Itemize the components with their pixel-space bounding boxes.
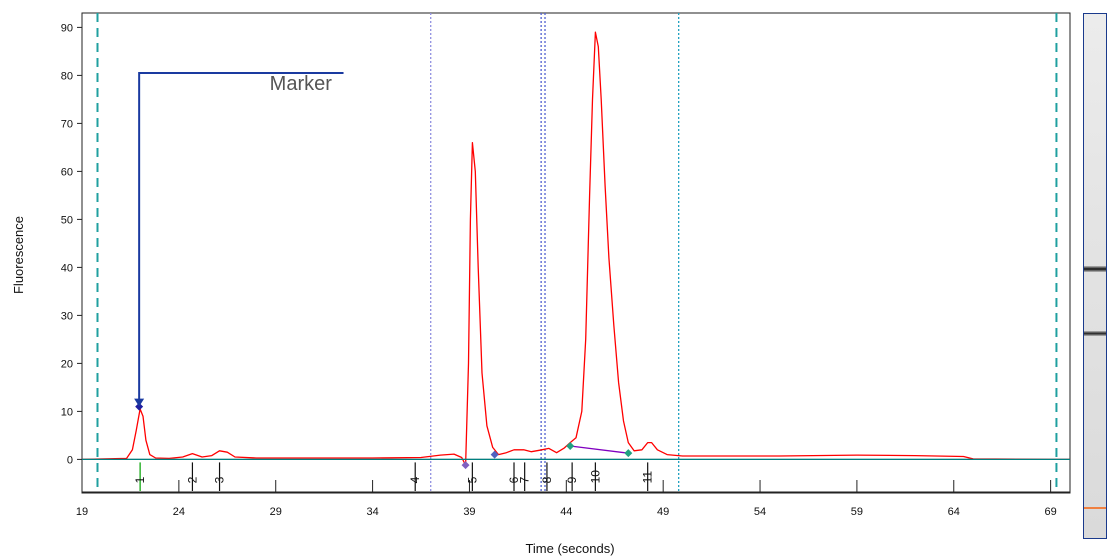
x-tick-label: 49 [657, 506, 669, 518]
peak-point [461, 461, 470, 470]
y-tick-label: 90 [61, 22, 73, 34]
peak-label: 10 [588, 470, 602, 484]
vertical-lines [96, 13, 1058, 493]
y-tick-label: 10 [61, 406, 73, 418]
series-line [81, 31, 1070, 466]
y-axis-title: Fluorescence [11, 216, 26, 294]
series-group [81, 31, 1070, 466]
y-tick-label: 60 [61, 166, 73, 178]
peak-label: 3 [213, 476, 227, 483]
peak-label: 8 [540, 476, 554, 483]
marker-label: Marker [270, 73, 333, 95]
peak-point [490, 450, 499, 459]
gel-band [1084, 266, 1106, 272]
marker-arrowhead [134, 398, 145, 407]
x-tick-label: 24 [173, 506, 185, 518]
x-tick-label: 34 [366, 506, 378, 518]
x-tick-label: 69 [1045, 506, 1057, 518]
peak-label: 4 [408, 476, 422, 483]
x-tick-label: 44 [560, 506, 572, 518]
gel-band-marker [1084, 507, 1106, 509]
marker-bracket [138, 72, 344, 403]
y-tick-label: 0 [67, 454, 73, 466]
x-tick-label: 64 [948, 506, 960, 518]
peak-label: 9 [565, 476, 579, 483]
plot-frame [81, 12, 1071, 494]
x-tick-label: 59 [851, 506, 863, 518]
x-tick-label: 54 [754, 506, 766, 518]
gel-image-panel [1083, 13, 1107, 539]
x-tick-label: 39 [463, 506, 475, 518]
peak-label: 6 [507, 476, 521, 483]
y-tick-label: 30 [61, 310, 73, 322]
peak-point [566, 441, 575, 450]
peak-labels: 1 2 3 4 5 67 8 9 10 11 [133, 462, 655, 491]
x-axis-title: Time (seconds) [525, 541, 614, 556]
peak-label: 1 [133, 476, 147, 483]
y-tick-label: 80 [61, 70, 73, 82]
peak-label: 2 [185, 476, 199, 483]
y-tick-label: 40 [61, 262, 73, 274]
marker-annotation: Marker [134, 72, 344, 407]
y-axis: 0 10 20 30 40 50 60 70 80 90 [61, 22, 82, 466]
y-tick-label: 70 [61, 118, 73, 130]
series-line [570, 445, 629, 454]
x-tick-label: 29 [270, 506, 282, 518]
peak-label: 11 [641, 471, 655, 484]
peak-label: 7 [518, 476, 532, 483]
y-tick-label: 20 [61, 358, 73, 370]
peak-point [624, 449, 633, 458]
peak-markers [135, 402, 633, 470]
peak-label: 5 [465, 476, 479, 483]
gel-band [1084, 331, 1106, 336]
x-tick-label: 19 [76, 506, 88, 518]
y-tick-label: 50 [61, 214, 73, 226]
